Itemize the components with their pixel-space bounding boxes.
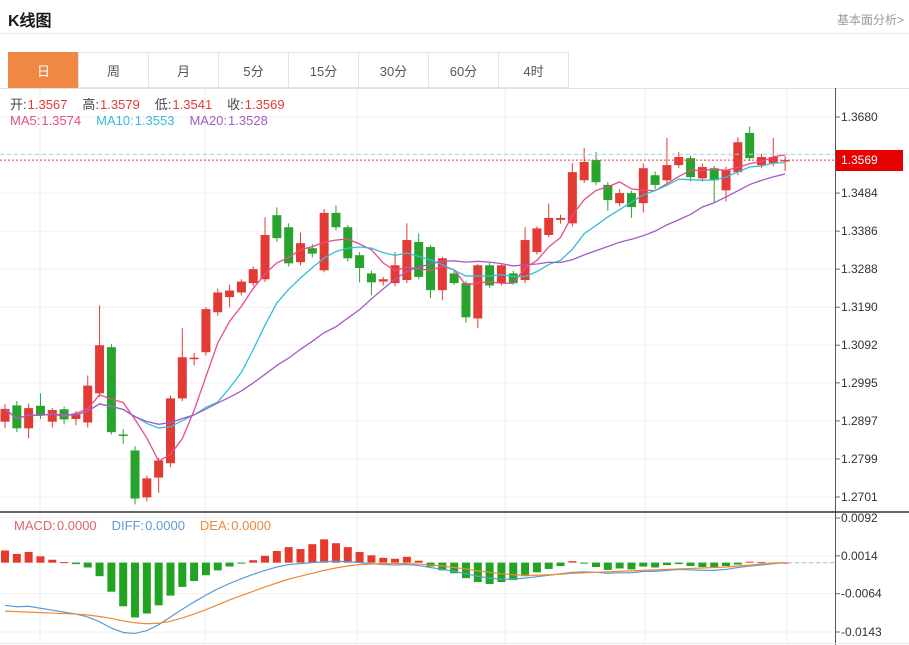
tab-月[interactable]: 月 — [148, 52, 219, 88]
svg-text:1.3092: 1.3092 — [841, 338, 878, 352]
fundamental-analysis-link[interactable]: 基本面分析> — [836, 13, 904, 27]
ma20-line — [4, 173, 786, 425]
tab-60分[interactable]: 60分 — [428, 52, 499, 88]
tab-周[interactable]: 周 — [78, 52, 149, 88]
header-divider — [0, 33, 909, 34]
ma5-line — [4, 154, 786, 463]
svg-text:0.0092: 0.0092 — [841, 511, 878, 525]
svg-text:1.3582: 1.3582 — [841, 148, 878, 162]
tab-15分[interactable]: 15分 — [288, 52, 359, 88]
svg-text:-0.0143: -0.0143 — [841, 625, 882, 639]
svg-text:1.2995: 1.2995 — [841, 376, 878, 390]
svg-text:1.2897: 1.2897 — [841, 414, 878, 428]
macd-histogram — [1, 539, 790, 618]
svg-text:1.2701: 1.2701 — [841, 490, 878, 504]
tab-5分[interactable]: 5分 — [218, 52, 289, 88]
tab-4时[interactable]: 4时 — [498, 52, 569, 88]
dea-line — [4, 562, 786, 625]
ma10-line — [4, 161, 786, 429]
svg-text:1.3680: 1.3680 — [841, 110, 878, 124]
svg-text:-0.0064: -0.0064 — [841, 587, 882, 601]
svg-text:1.3190: 1.3190 — [841, 300, 878, 314]
period-tabs: 日周月 5分 15分 30分 60分 4时 — [8, 52, 569, 88]
tab-日[interactable]: 日 — [8, 52, 79, 88]
diff-line — [4, 560, 786, 635]
candles — [0, 126, 790, 505]
svg-text:1.3386: 1.3386 — [841, 224, 878, 238]
page-title: K线图 — [8, 13, 52, 30]
tab-30分[interactable]: 30分 — [358, 52, 429, 88]
svg-text:0.0014: 0.0014 — [841, 549, 878, 563]
y-axis-labels: 1.3680 1.3582 1.3484 1.3386 1.3288 1.3190 1.30… — [835, 110, 882, 639]
svg-text:1.3484: 1.3484 — [841, 186, 878, 200]
svg-text:1.2799: 1.2799 — [841, 452, 878, 466]
svg-text:1.3288: 1.3288 — [841, 262, 878, 276]
